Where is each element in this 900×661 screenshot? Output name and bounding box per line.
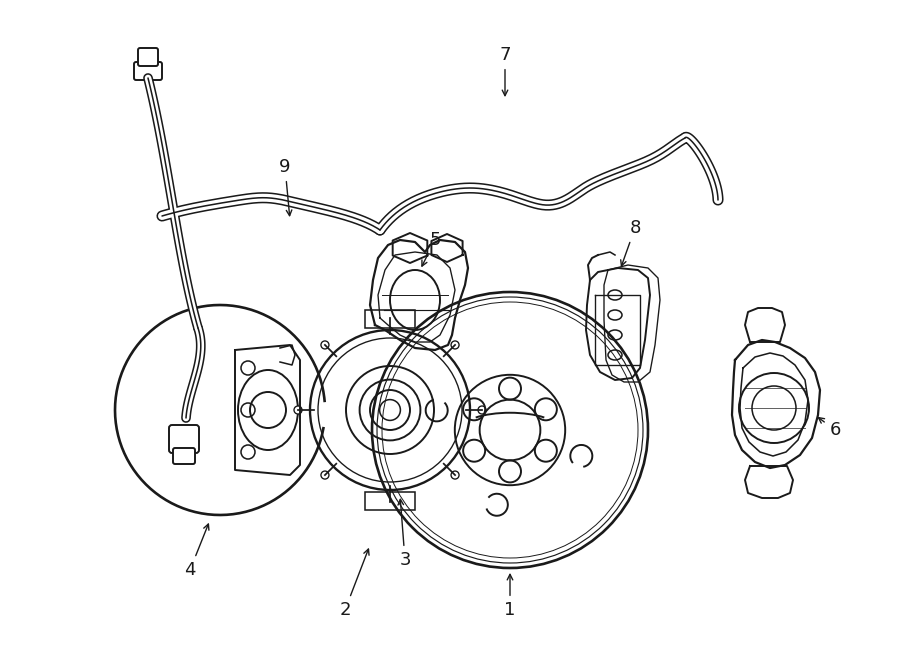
FancyBboxPatch shape [365,492,415,510]
FancyBboxPatch shape [365,310,415,328]
Circle shape [386,314,394,322]
Circle shape [386,498,394,506]
Circle shape [294,406,302,414]
Circle shape [321,471,328,479]
Circle shape [478,406,486,414]
Text: 7: 7 [500,46,511,96]
FancyBboxPatch shape [173,448,195,464]
Circle shape [321,341,328,349]
Text: 5: 5 [422,231,441,266]
Text: 2: 2 [339,549,369,619]
FancyBboxPatch shape [169,425,199,453]
Text: 6: 6 [818,418,841,439]
Circle shape [451,471,459,479]
Circle shape [451,341,459,349]
Text: 1: 1 [504,574,516,619]
Text: 9: 9 [279,158,292,215]
Text: 4: 4 [184,524,209,579]
Text: 8: 8 [621,219,641,266]
Text: 3: 3 [398,499,410,569]
FancyBboxPatch shape [138,48,158,66]
FancyBboxPatch shape [134,62,162,80]
